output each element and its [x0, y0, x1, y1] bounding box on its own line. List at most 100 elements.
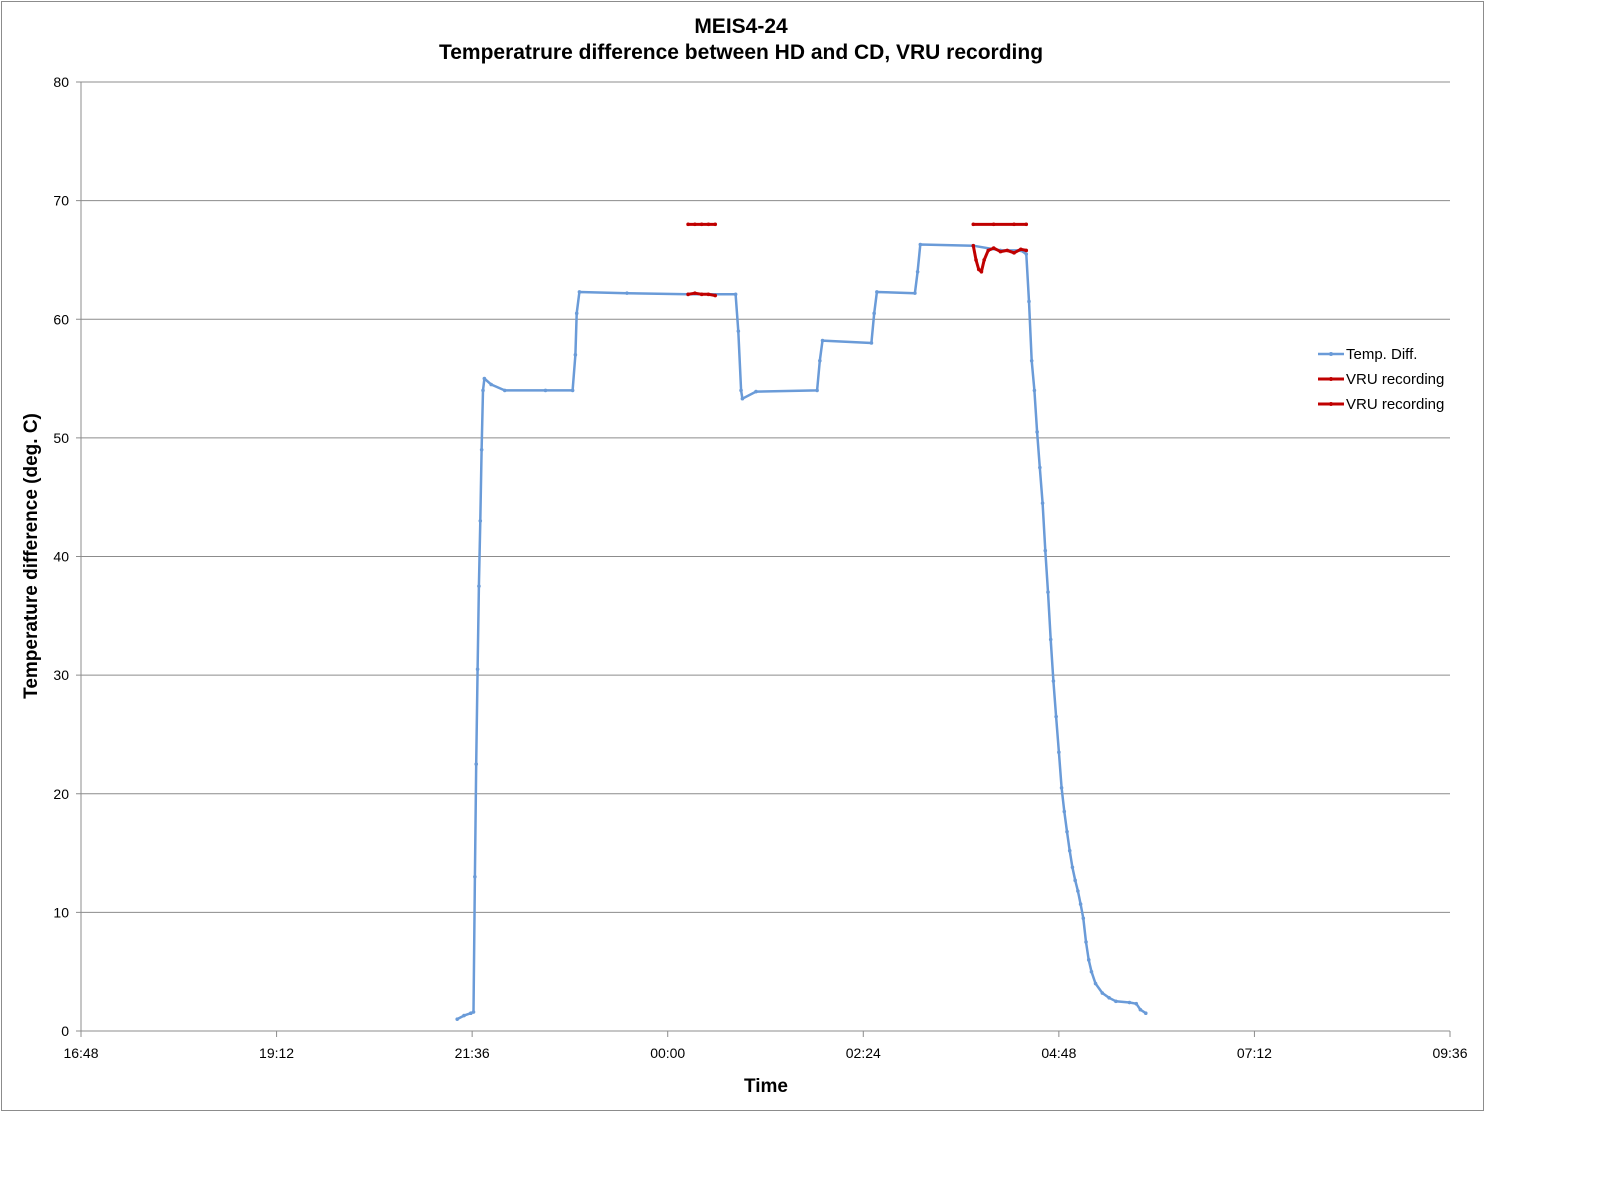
x-tick-label: 19:12: [259, 1045, 294, 1061]
data-point: [1086, 958, 1091, 962]
data-point: [872, 311, 876, 316]
series-4: [971, 222, 1029, 227]
legend-label: Temp. Diff.: [1346, 346, 1417, 363]
data-point: [471, 1010, 476, 1014]
data-point: [1024, 248, 1029, 253]
data-point: [1059, 786, 1064, 790]
data-point: [754, 389, 758, 394]
x-tick-label: 16:48: [63, 1045, 98, 1061]
data-point: [1012, 222, 1016, 227]
x-tick-label: 07:12: [1237, 1045, 1272, 1061]
legend-marker: [1329, 377, 1333, 381]
data-point: [1084, 940, 1088, 944]
data-point: [477, 584, 481, 588]
data-point: [1134, 1001, 1139, 1006]
grid: [80, 81, 1450, 1032]
data-point: [1019, 247, 1023, 252]
data-point: [1038, 465, 1042, 470]
data-point: [713, 222, 718, 227]
data-point: [577, 290, 582, 294]
data-point: [1089, 969, 1094, 974]
x-tick-label: 00:00: [650, 1045, 685, 1061]
data-point: [455, 1017, 460, 1021]
series-line: [456, 243, 1147, 1021]
data-point: [739, 388, 743, 393]
data-point: [1065, 829, 1069, 834]
data-point: [913, 291, 917, 295]
data-point: [875, 290, 879, 294]
data-point: [693, 222, 697, 227]
data-point: [1054, 714, 1058, 719]
y-tick-label: 0: [61, 1023, 69, 1039]
series-0: [455, 242, 1148, 1021]
data-point: [706, 292, 711, 297]
data-point: [1048, 637, 1053, 642]
data-point: [479, 447, 484, 452]
data-point: [1070, 865, 1075, 870]
data-point: [979, 270, 984, 274]
data-point: [625, 291, 629, 295]
data-point: [1012, 251, 1016, 255]
legend-item: VRU recording: [1318, 396, 1444, 413]
data-point: [740, 396, 745, 401]
data-point: [1032, 388, 1037, 393]
data-point: [1024, 252, 1029, 256]
data-point: [1093, 981, 1098, 986]
data-point: [815, 388, 819, 393]
data-point: [475, 667, 480, 671]
y-tick-label: 80: [53, 74, 69, 90]
data-point: [543, 388, 548, 393]
data-point: [991, 222, 996, 227]
y-tick-label: 50: [53, 430, 69, 446]
data-point: [1057, 750, 1061, 755]
data-point: [686, 292, 690, 297]
data-point: [974, 258, 978, 262]
data-point: [1051, 679, 1056, 683]
data-point: [481, 388, 485, 393]
data-point: [736, 329, 741, 333]
y-tick-label: 40: [53, 549, 69, 565]
data-point: [574, 311, 579, 316]
legend-label: VRU recording: [1346, 396, 1444, 413]
data-point: [971, 243, 976, 248]
data-point: [1035, 430, 1039, 434]
data-point: [570, 388, 575, 393]
data-point: [1067, 848, 1072, 853]
data-point: [478, 519, 483, 523]
data-point: [473, 874, 477, 879]
data-point: [1107, 995, 1111, 1000]
data-point: [1078, 902, 1083, 906]
data-point: [462, 1013, 466, 1018]
data-point: [1114, 999, 1118, 1004]
legend-label: VRU recording: [1346, 371, 1444, 388]
chart-subtitle: Temperatrure difference between HD and C…: [439, 41, 1043, 64]
x-axis-title: Time: [744, 1076, 788, 1097]
legend-marker: [1329, 352, 1333, 356]
data-point: [820, 338, 825, 343]
data-point: [1040, 501, 1045, 505]
data-point: [915, 270, 920, 274]
data-point: [1081, 916, 1086, 921]
data-point: [918, 242, 923, 247]
data-point: [733, 292, 738, 297]
data-point: [699, 292, 704, 297]
data-point: [1073, 878, 1077, 883]
series-1: [686, 291, 718, 298]
data-point: [971, 222, 976, 227]
series-group: [455, 222, 1148, 1021]
data-point: [1062, 809, 1067, 814]
data-point: [1138, 1007, 1143, 1012]
data-point: [986, 248, 991, 253]
data-point: [982, 258, 986, 262]
y-tick-label: 20: [53, 786, 69, 802]
data-point: [699, 222, 704, 227]
data-point: [991, 246, 996, 250]
y-axis-title: Temperature difference (deg. C): [21, 413, 42, 699]
legend: Temp. Diff. VRU recording VRU recording: [1318, 346, 1444, 413]
data-point: [474, 762, 479, 766]
legend-item: Temp. Diff.: [1318, 346, 1417, 363]
data-point: [1043, 548, 1048, 553]
data-point: [713, 293, 718, 298]
series-line: [971, 245, 1027, 274]
